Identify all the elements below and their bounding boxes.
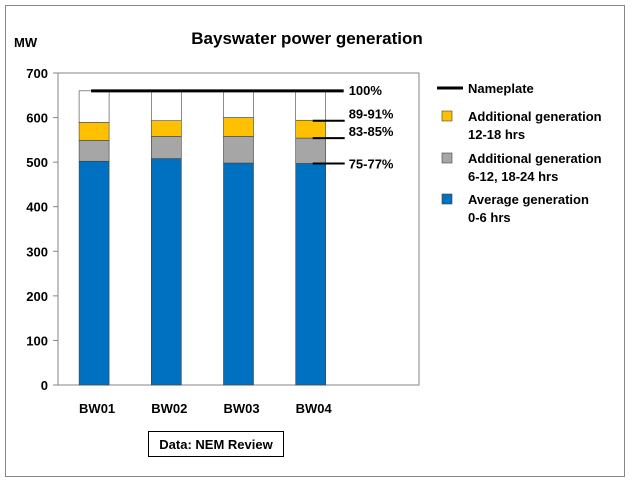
- bar-segment: [295, 137, 327, 164]
- bar-segment: [78, 122, 110, 141]
- source-note: Data: NEM Review: [148, 431, 284, 457]
- legend-label: 0-6 hrs: [468, 210, 511, 225]
- bar-segment: [295, 163, 327, 386]
- bar-segment: [78, 160, 110, 386]
- bar-segment: [78, 140, 110, 162]
- y-axis-unit-label: MW: [14, 35, 38, 50]
- legend-label: 6-12, 18-24 hrs: [468, 169, 558, 184]
- y-tick-label: 500: [26, 155, 48, 170]
- y-tick-label: 300: [26, 244, 48, 259]
- y-tick-label: 400: [26, 200, 48, 215]
- y-tick-label: 100: [26, 333, 48, 348]
- annotation-label: 83-85%: [349, 124, 394, 139]
- legend: Nameplate Additional generation 12-18 hrs A…: [437, 81, 602, 225]
- x-tick-label: BW02: [151, 401, 187, 416]
- y-tick-label: 0: [41, 378, 48, 393]
- bar-segment: [151, 120, 182, 137]
- bar-segment: [223, 162, 254, 386]
- y-tick-label: 200: [26, 289, 48, 304]
- bar-segment: [223, 135, 254, 164]
- x-tick-label: BW03: [223, 401, 259, 416]
- bar-segment: [295, 119, 327, 139]
- bar-headroom: [151, 90, 182, 121]
- y-tick-label: 600: [26, 111, 48, 126]
- plot-area: 0 100 200 300 400 500 600 700 BW01 BW02 BW03 BW04 10…: [26, 66, 420, 416]
- bar-headroom: [295, 90, 327, 121]
- legend-swatch: [441, 110, 453, 122]
- y-tick-label: 700: [26, 66, 48, 81]
- bar-headroom: [78, 90, 110, 123]
- x-tick-label: BW04: [296, 401, 333, 416]
- legend-label: Additional generation: [468, 109, 602, 124]
- legend-label: Nameplate: [468, 81, 534, 96]
- legend-label: Additional generation: [468, 151, 602, 166]
- annotation-label: 75-77%: [349, 156, 394, 171]
- legend-swatch: [441, 193, 453, 205]
- legend-label: 12-18 hrs: [468, 127, 525, 142]
- legend-label: Average generation: [468, 192, 589, 207]
- bar-segment: [151, 135, 182, 159]
- annotation-label: 100%: [349, 83, 383, 98]
- bar-headroom: [223, 90, 254, 118]
- x-tick-label: BW01: [79, 401, 115, 416]
- annotation-label: 89-91%: [349, 107, 394, 122]
- bar-segment: [151, 158, 182, 386]
- bar-segment: [223, 117, 254, 137]
- chart-title: Bayswater power generation: [191, 29, 422, 48]
- legend-swatch: [441, 152, 453, 164]
